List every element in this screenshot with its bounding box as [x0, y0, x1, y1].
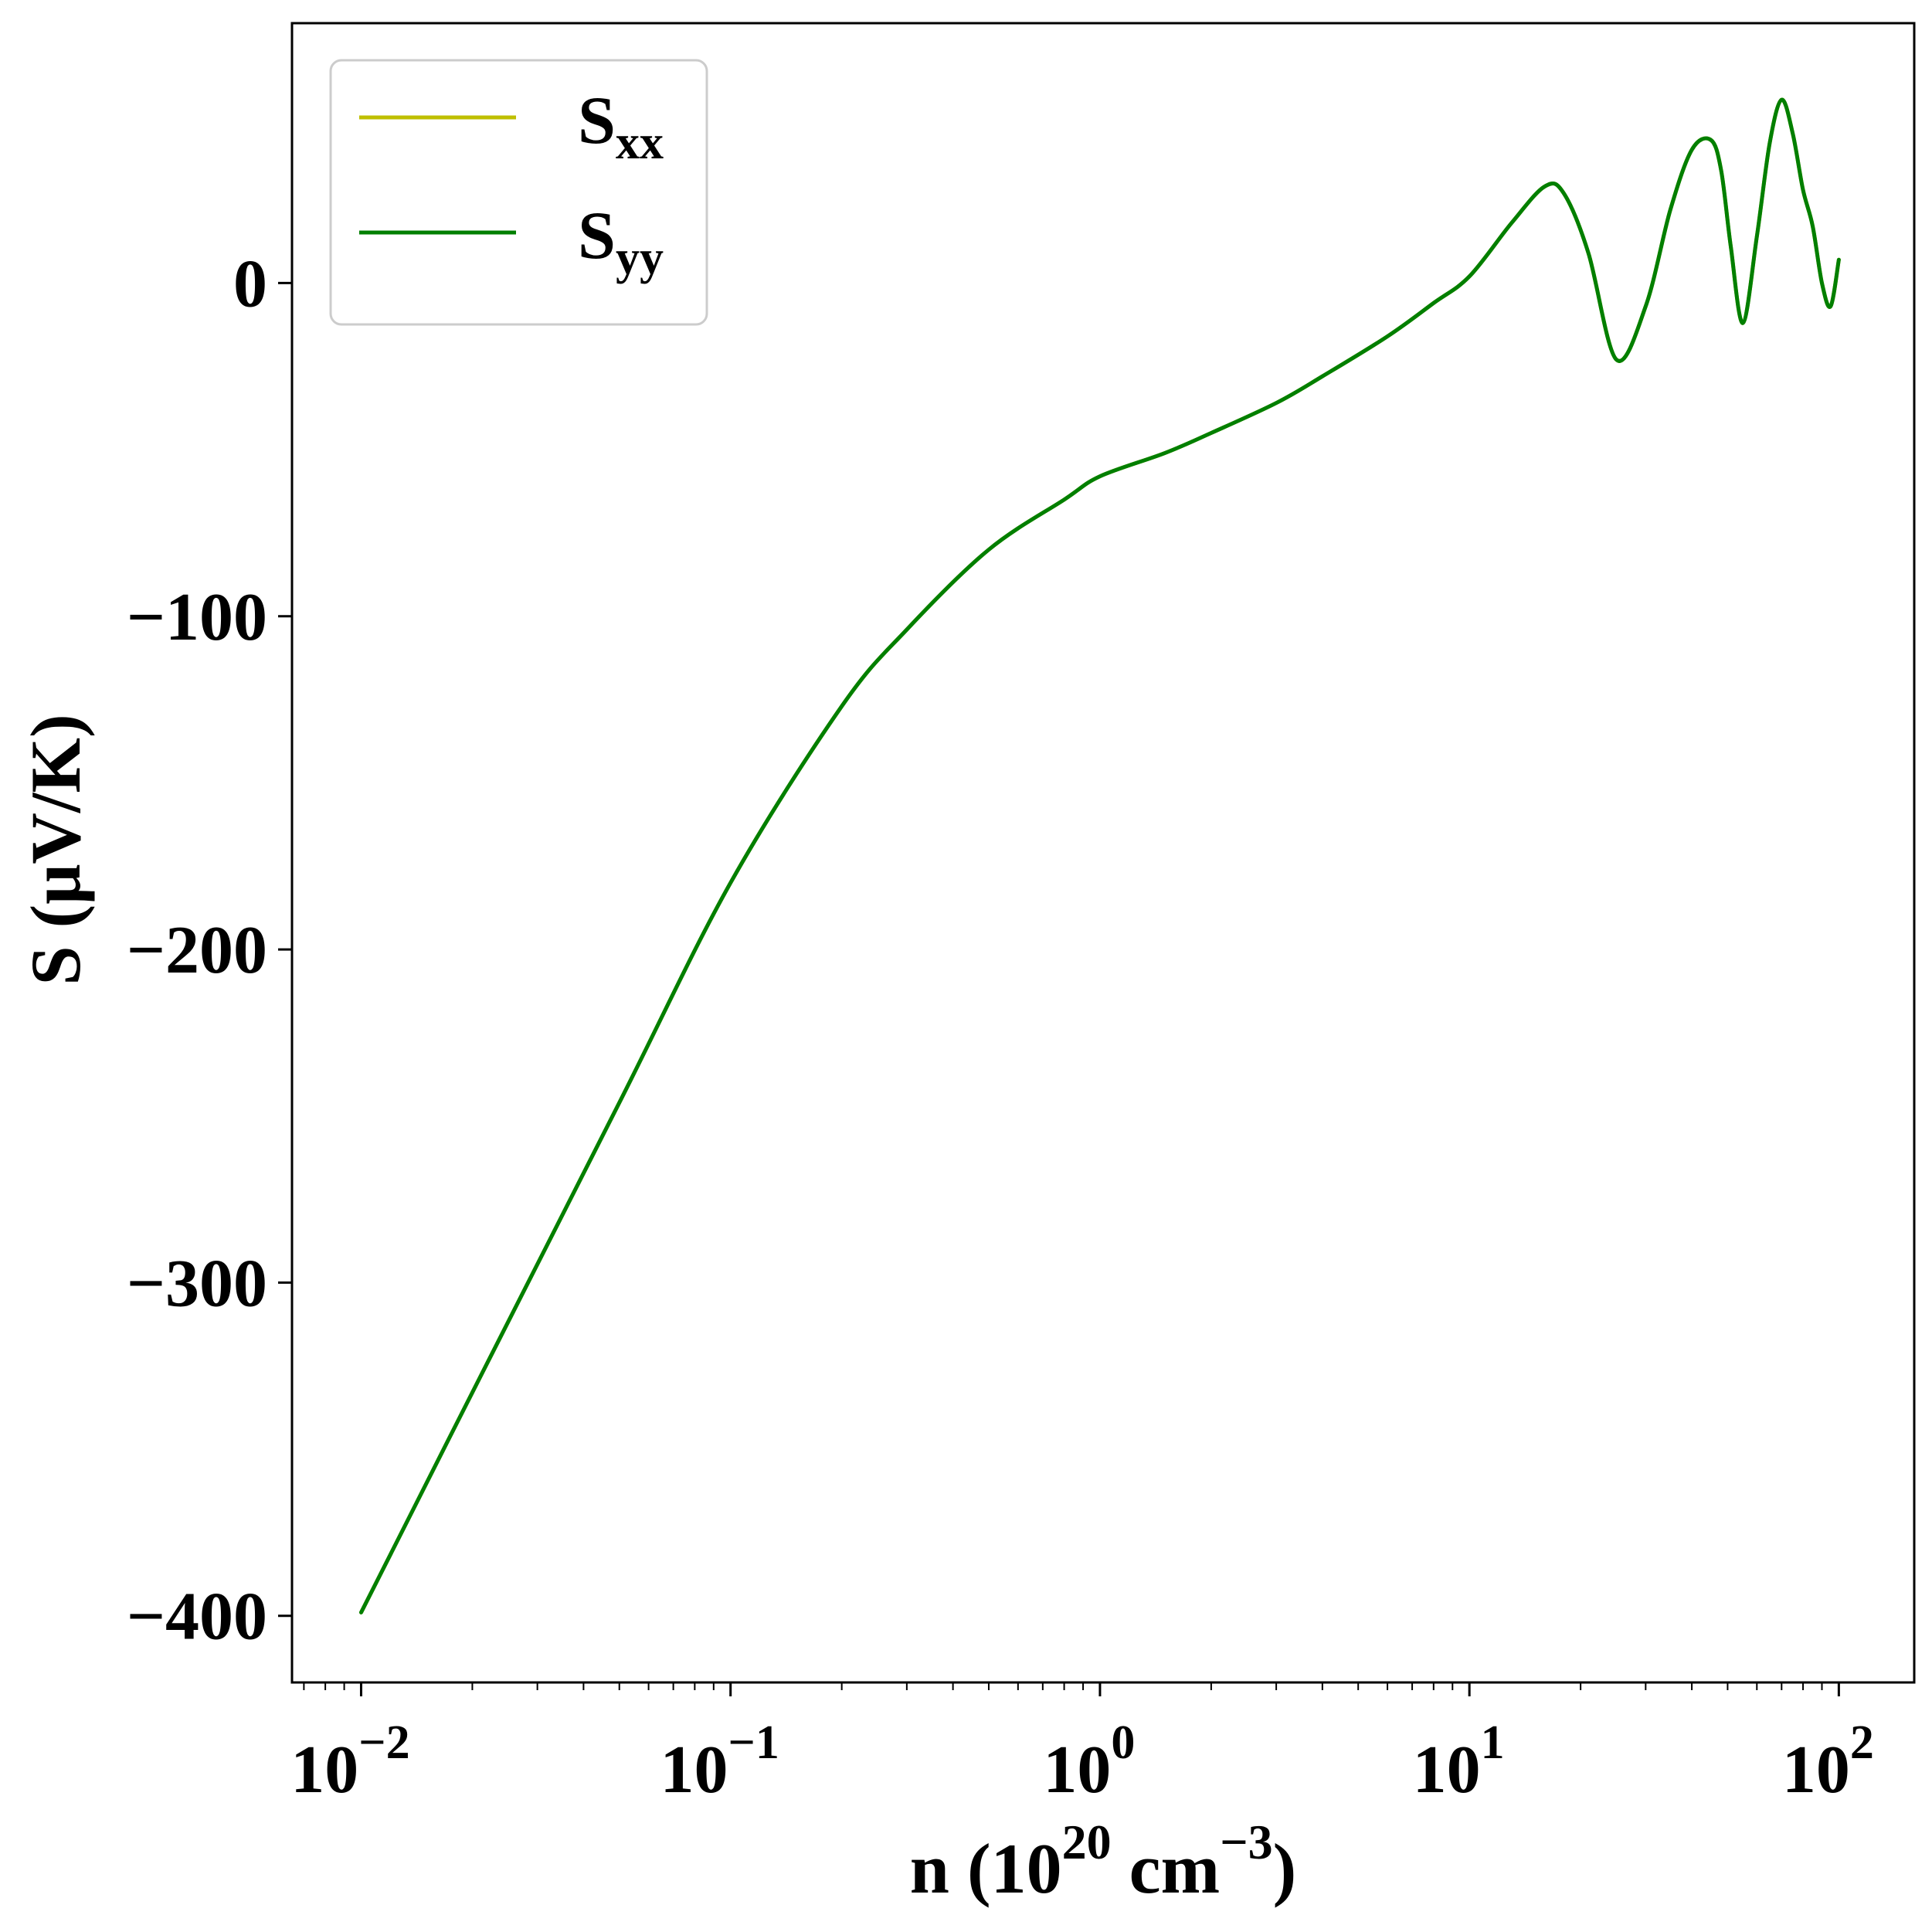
x-tick-label-base: 10 [660, 1733, 728, 1808]
x-tick-label-exponent: −1 [728, 1716, 779, 1769]
legend-label-sxx: Sxx [578, 83, 664, 169]
x-axis-title-suffix: ) [1273, 1829, 1297, 1908]
x-axis-title-exp2: −3 [1220, 1815, 1272, 1869]
y-axis-ticks: 0 −100 −200 −300 −400 [127, 246, 292, 1655]
x-tick-label-exponent: 2 [1850, 1716, 1874, 1769]
x-tick-label: 101 [1413, 1716, 1505, 1808]
y-tick-label: −400 [127, 1580, 267, 1655]
x-tick-label-base: 10 [1043, 1733, 1111, 1808]
series-line-syy [359, 97, 1841, 1614]
legend-label-sxx-sub: xx [616, 117, 664, 169]
y-tick-label: 0 [233, 246, 267, 321]
x-tick-label-exponent: 1 [1481, 1716, 1505, 1769]
x-tick-label: 10−2 [290, 1716, 409, 1808]
y-tick-label: −300 [127, 1246, 267, 1321]
legend-box [329, 59, 708, 326]
legend-label-syy: Syy [578, 199, 664, 284]
x-tick-label-base: 10 [290, 1733, 358, 1808]
legend-label-syy-sub: yy [616, 232, 664, 284]
series-layer [359, 97, 1841, 1614]
x-tick-label-exponent: 0 [1111, 1716, 1135, 1769]
x-tick-label: 10−1 [660, 1716, 779, 1808]
x-tick-label: 102 [1782, 1716, 1874, 1808]
y-tick-label: −100 [127, 580, 267, 655]
x-axis-ticks: 10−2 10−1 100 101 102 [290, 1682, 1874, 1808]
y-axis-title: S (μV/K) [16, 714, 95, 985]
x-tick-label-base: 10 [1782, 1733, 1850, 1808]
x-axis-title-unit: cm [1112, 1829, 1220, 1908]
x-tick-label-exponent: −2 [358, 1716, 409, 1769]
legend: Sxx Syy [329, 59, 708, 326]
legend-label-syy-main: S [578, 199, 616, 273]
legend-label-sxx-main: S [578, 83, 616, 158]
x-axis-title-exp1: 20 [1062, 1815, 1112, 1869]
x-axis-title-prefix: n (10 [910, 1829, 1062, 1908]
x-tick-label: 100 [1043, 1716, 1135, 1808]
y-tick-label: −200 [127, 913, 267, 988]
x-tick-label-base: 10 [1413, 1733, 1481, 1808]
x-axis-title: n (1020 cm−3) [910, 1815, 1296, 1908]
